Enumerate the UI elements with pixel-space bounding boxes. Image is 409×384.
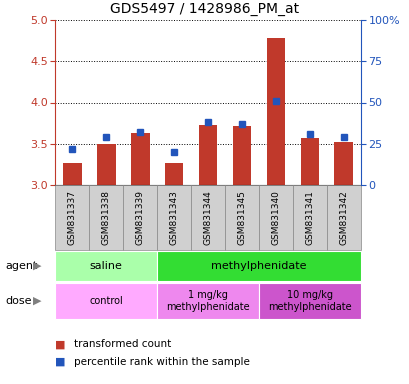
Bar <box>258 283 360 319</box>
Bar <box>334 142 352 185</box>
Bar <box>157 185 191 250</box>
Text: GSM831344: GSM831344 <box>203 190 212 245</box>
Bar <box>157 251 360 281</box>
Text: GSM831342: GSM831342 <box>339 190 348 245</box>
Bar <box>326 185 360 250</box>
Bar <box>55 251 157 281</box>
Bar <box>130 133 149 185</box>
Bar <box>97 144 115 185</box>
Text: GSM831345: GSM831345 <box>237 190 246 245</box>
Text: ■: ■ <box>55 339 66 349</box>
Text: GSM831341: GSM831341 <box>305 190 314 245</box>
Bar <box>300 138 319 185</box>
Text: GSM831343: GSM831343 <box>169 190 178 245</box>
Bar <box>164 163 183 185</box>
Text: ■: ■ <box>55 357 66 367</box>
Text: percentile rank within the sample: percentile rank within the sample <box>74 357 249 367</box>
Text: transformed count: transformed count <box>74 339 171 349</box>
Text: saline: saline <box>90 261 122 271</box>
Text: 1 mg/kg
methylphenidate: 1 mg/kg methylphenidate <box>166 290 249 312</box>
Text: GSM831338: GSM831338 <box>101 190 110 245</box>
Bar <box>198 125 217 185</box>
Bar <box>258 185 292 250</box>
Text: GSM831339: GSM831339 <box>135 190 144 245</box>
Bar <box>123 185 157 250</box>
Bar <box>55 185 89 250</box>
Bar <box>292 185 326 250</box>
Bar <box>63 163 81 185</box>
Text: methylphenidate: methylphenidate <box>211 261 306 271</box>
Text: GSM831337: GSM831337 <box>67 190 76 245</box>
Text: GSM831340: GSM831340 <box>271 190 280 245</box>
Bar <box>191 185 225 250</box>
Text: ▶: ▶ <box>33 296 42 306</box>
Text: 10 mg/kg
methylphenidate: 10 mg/kg methylphenidate <box>267 290 351 312</box>
Text: agent: agent <box>6 261 38 271</box>
Text: ▶: ▶ <box>33 261 42 271</box>
Bar <box>89 185 123 250</box>
Bar <box>225 185 258 250</box>
Bar <box>55 283 157 319</box>
Text: control: control <box>89 296 123 306</box>
Text: dose: dose <box>6 296 32 306</box>
Bar <box>157 283 258 319</box>
Bar <box>266 38 285 185</box>
Bar <box>232 126 251 185</box>
Text: GDS5497 / 1428986_PM_at: GDS5497 / 1428986_PM_at <box>110 2 299 16</box>
